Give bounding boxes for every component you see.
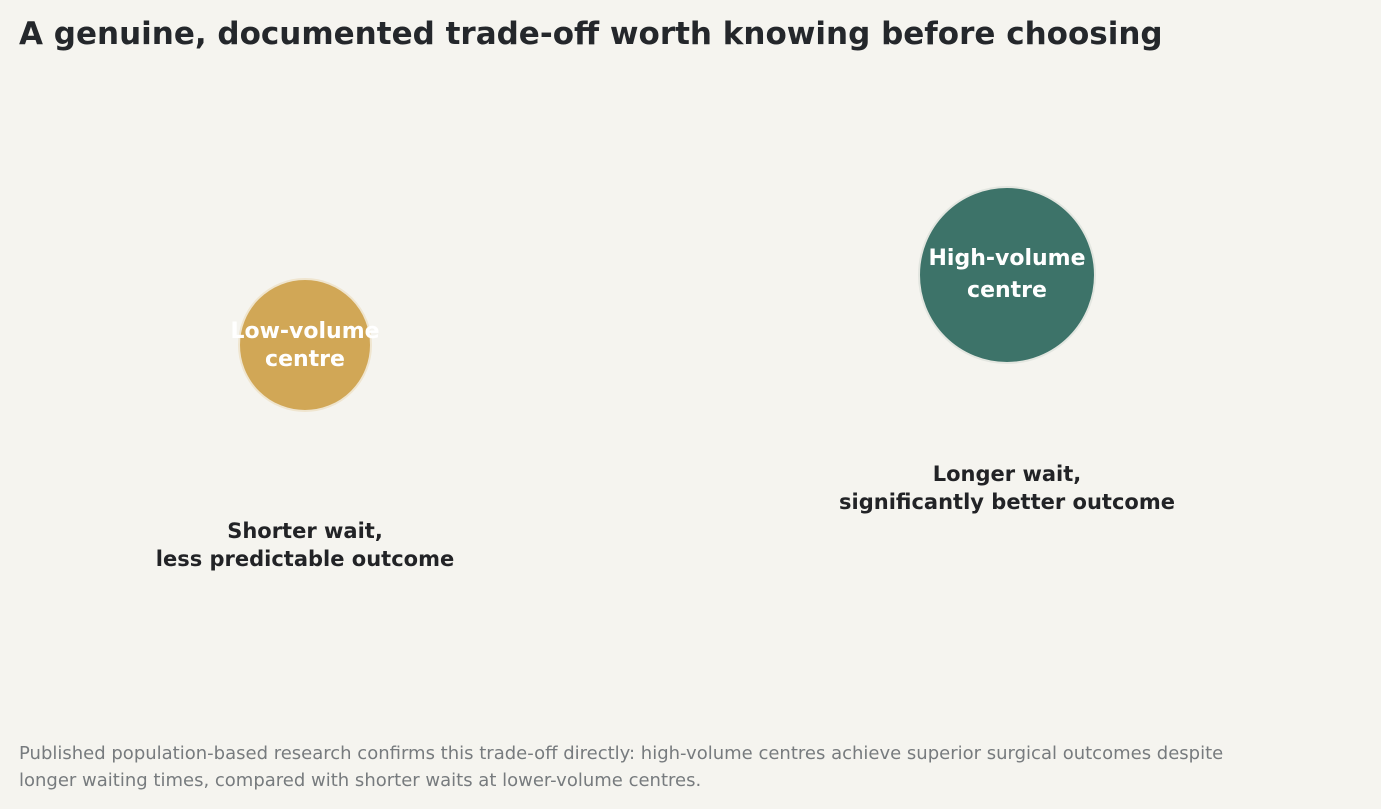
low-volume-circle bbox=[238, 278, 372, 412]
node-label: High-volume bbox=[929, 246, 1086, 271]
node-caption: Shorter wait, bbox=[227, 519, 383, 543]
node-label: Low-volume bbox=[230, 319, 379, 344]
node-caption: Longer wait, bbox=[933, 462, 1082, 486]
title: A genuine, documented trade-off worth kn… bbox=[19, 16, 1163, 52]
high-volume-circle bbox=[918, 186, 1096, 364]
node-caption: less predictable outcome bbox=[156, 547, 454, 571]
footnote: longer waiting times, compared with shor… bbox=[19, 770, 701, 791]
node-label: centre bbox=[967, 278, 1047, 303]
node-label: centre bbox=[265, 347, 345, 372]
footnote: Published population-based research conf… bbox=[19, 743, 1223, 764]
node-caption: significantly better outcome bbox=[839, 490, 1175, 514]
